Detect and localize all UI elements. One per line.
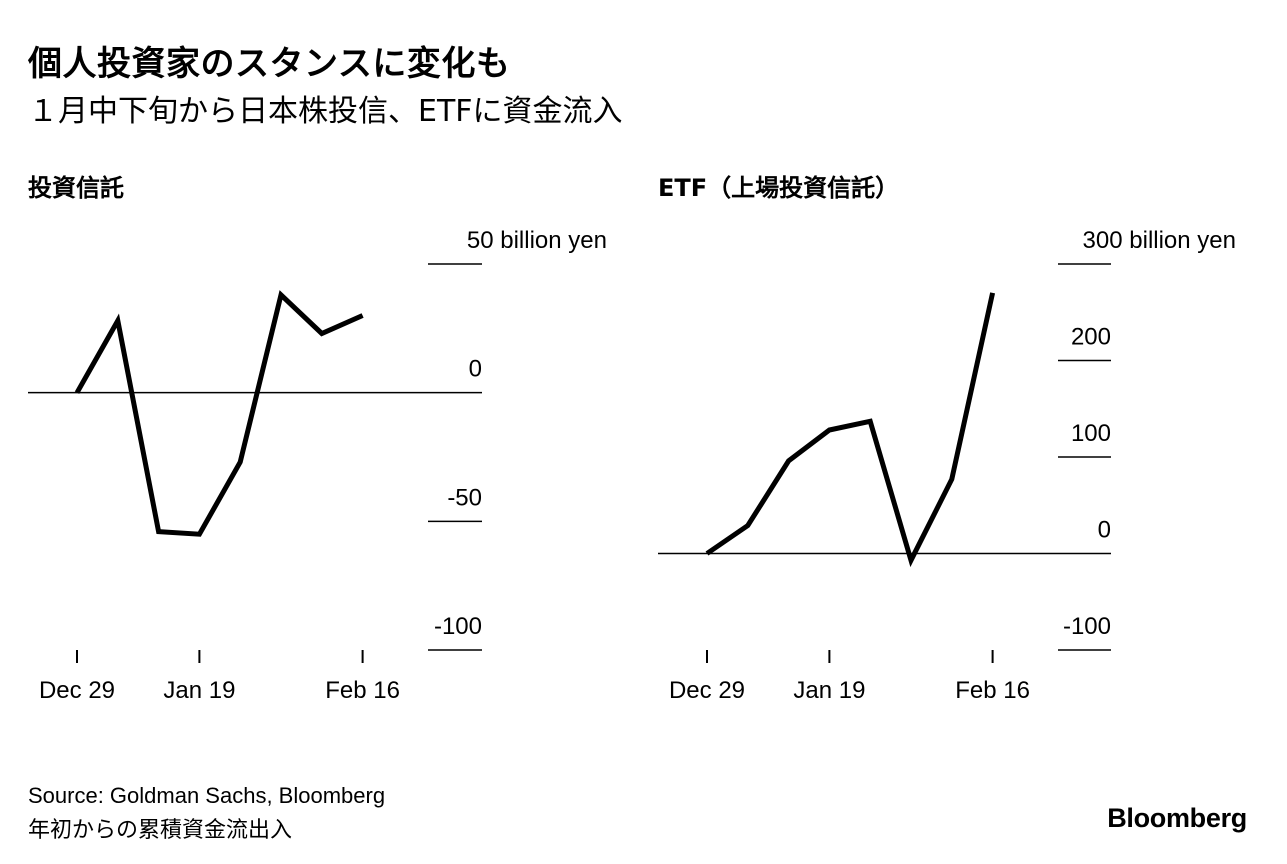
panel-title-funds: 投資信託 <box>28 174 124 202</box>
y-tick-label-funds-2: -50 <box>447 484 482 511</box>
bloomberg-logo: Bloomberg <box>1107 803 1247 833</box>
y-tick-label-etf-0: 300 billion yen <box>1083 227 1236 254</box>
series-line-funds-0 <box>74 290 364 537</box>
footnote: 年初からの累積資金流出入 <box>28 817 293 842</box>
y-tick-label-funds-1: 0 <box>469 356 482 383</box>
chart-title: 個人投資家のスタンスに変化も <box>28 44 511 84</box>
chart-subtitle: １月中下旬から日本株投信、ETFに資金流入 <box>28 94 623 129</box>
x-tick-label-funds-0: Dec 29 <box>39 677 115 704</box>
x-tick-label-etf-0: Dec 29 <box>669 677 745 704</box>
y-tick-label-funds-0: 50 billion yen <box>467 227 607 254</box>
x-tick-label-etf-1: Jan 19 <box>793 677 865 704</box>
source-note: Source: Goldman Sachs, Bloomberg <box>28 783 386 808</box>
x-tick-label-funds-2: Feb 16 <box>325 677 400 704</box>
y-tick-label-etf-3: 0 <box>1098 517 1111 544</box>
x-tick-label-funds-1: Jan 19 <box>163 677 235 704</box>
y-tick-label-etf-4: -100 <box>1063 613 1111 640</box>
series-line-etf-0 <box>705 292 996 568</box>
y-tick-label-etf-2: 100 <box>1071 420 1111 447</box>
x-tick-label-etf-2: Feb 16 <box>955 677 1030 704</box>
y-tick-label-funds-3: -100 <box>434 613 482 640</box>
y-tick-label-etf-1: 200 <box>1071 324 1111 351</box>
panel-title-etf: ETF（上場投資信託） <box>658 174 900 202</box>
